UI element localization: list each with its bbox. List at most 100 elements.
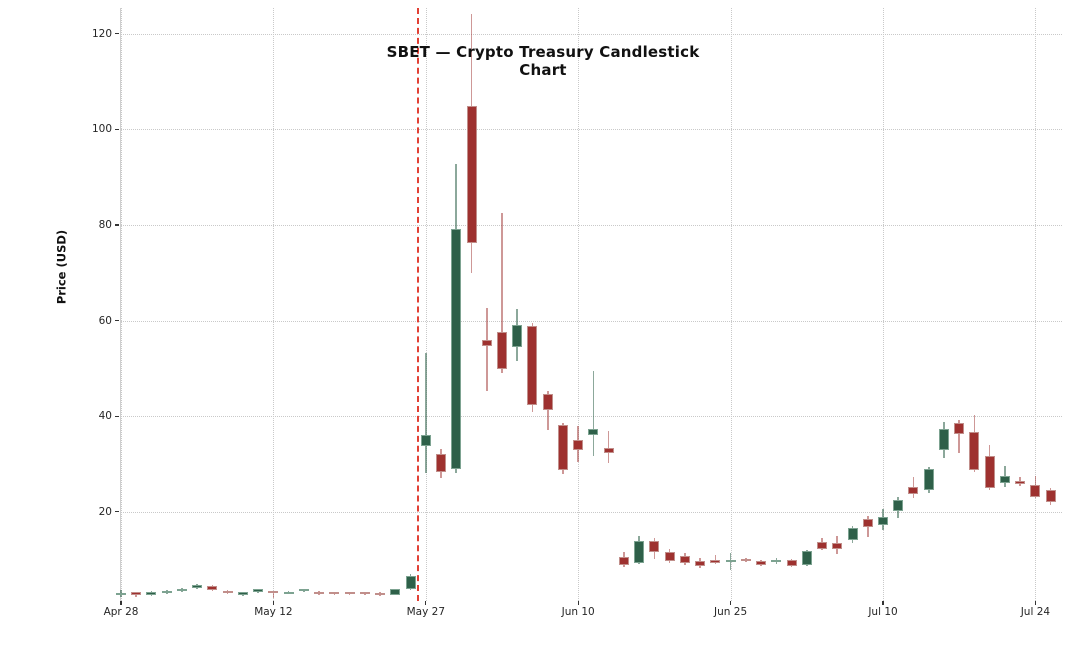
y-axis-spine	[120, 8, 121, 601]
x-tick-label: Jul 10	[868, 606, 898, 618]
candle-may-1	[161, 590, 172, 594]
candle-may-5	[192, 584, 203, 588]
candle-jun-26	[740, 558, 751, 561]
x-tick-mark	[730, 601, 732, 605]
x-gridline	[273, 8, 275, 601]
candle-jul-23	[1015, 481, 1026, 484]
x-tick-mark	[577, 601, 579, 605]
x-tick-mark	[120, 601, 122, 605]
candle-jun-17	[649, 540, 660, 552]
y-tick-mark	[115, 33, 119, 35]
y-gridline	[120, 416, 1062, 418]
y-gridline	[120, 224, 1062, 226]
candle-may-2	[176, 588, 187, 592]
candle-jun-3	[497, 331, 507, 370]
candle-jul-14	[908, 487, 919, 494]
candle-jun-25	[725, 559, 736, 562]
candle-may-8	[237, 592, 248, 596]
candle-jul-15	[923, 469, 934, 491]
candle-wick	[501, 212, 503, 373]
x-gridline	[1035, 8, 1037, 601]
candle-jun-5	[527, 325, 538, 406]
candle-jul-3	[817, 541, 828, 549]
x-tick-label: Jun 25	[714, 606, 748, 618]
candle-jun-30	[771, 559, 782, 563]
candle-jun-27	[756, 560, 767, 565]
candle-jun-13	[618, 557, 629, 565]
y-gridline	[120, 511, 1062, 513]
y-tick-label: 100	[91, 123, 112, 136]
candle-jun-9	[557, 425, 568, 471]
candle-jul-18	[969, 431, 980, 471]
candle-jun-24	[710, 559, 721, 563]
y-tick-mark	[115, 319, 119, 322]
y-tick-mark	[115, 128, 119, 130]
x-tick-label: Apr 28	[103, 606, 139, 618]
x-tick-label: Jul 24	[1020, 606, 1051, 618]
candle-may-23	[405, 575, 416, 590]
x-tick-label: Jun 10	[561, 606, 595, 618]
candle-jun-10	[573, 439, 584, 450]
candle-wick	[607, 430, 610, 464]
candle-may-21	[375, 592, 386, 595]
candle-jul-17	[954, 422, 965, 435]
candle-may-30	[466, 105, 477, 243]
candle-jun-4	[512, 325, 523, 347]
candle-jun-11	[588, 428, 599, 436]
candle-jun-2	[481, 340, 492, 346]
x-tick-mark	[272, 601, 275, 605]
candle-jul-16	[938, 429, 949, 450]
candle-may-29	[451, 228, 462, 470]
candle-jul-9	[862, 518, 873, 528]
candle-jun-12	[603, 447, 614, 454]
candle-wick	[485, 308, 488, 392]
candle-wick	[272, 590, 275, 598]
candle-jul-10	[878, 516, 888, 526]
candle-may-16	[329, 592, 340, 595]
y-tick-label: 40	[98, 410, 112, 423]
candle-apr-29	[131, 592, 142, 596]
candle-jul-21	[984, 456, 995, 489]
candle-apr-28	[116, 592, 126, 595]
y-tick-label: 120	[91, 27, 112, 40]
candle-wick	[425, 353, 427, 473]
candle-may-6	[207, 585, 218, 591]
candle-jul-11	[893, 500, 904, 512]
candle-jun-16	[634, 540, 645, 563]
y-tick-mark	[115, 415, 119, 417]
x-gridline	[883, 8, 884, 601]
candle-jun-6	[542, 393, 553, 410]
candle-may-13	[283, 591, 294, 594]
x-tick-label: May 27	[406, 606, 445, 618]
candle-jul-2	[801, 551, 812, 565]
candle-jun-20	[679, 556, 690, 564]
x-tick-mark	[1034, 601, 1037, 605]
y-tick-label: 80	[98, 218, 112, 231]
event-dashed-line	[417, 8, 420, 601]
candle-may-27	[420, 435, 431, 446]
candle-jul-7	[832, 543, 843, 549]
candle-may-28	[436, 454, 447, 473]
candle-wick	[592, 370, 595, 457]
candle-jul-8	[847, 528, 858, 540]
y-tick-mark	[115, 511, 119, 513]
chart-title: SBET — Crypto Treasury Candlestick Chart	[386, 43, 700, 79]
x-tick-mark	[882, 601, 884, 605]
candle-jul-25	[1045, 490, 1056, 502]
y-tick-mark	[115, 224, 119, 226]
candle-jul-24	[1030, 484, 1041, 497]
candle-apr-30	[146, 592, 157, 595]
x-gridline	[425, 8, 427, 601]
candle-may-9	[253, 589, 264, 593]
x-gridline	[730, 8, 732, 601]
y-gridline	[120, 129, 1062, 131]
candle-may-20	[359, 592, 370, 595]
x-tick-label: May 12	[254, 606, 293, 618]
y-gridline	[120, 320, 1062, 322]
candle-may-14	[298, 589, 309, 592]
candle-jun-18	[664, 551, 675, 561]
candle-jun-23	[695, 560, 706, 567]
candle-jul-1	[786, 559, 797, 567]
candle-may-15	[314, 591, 325, 595]
